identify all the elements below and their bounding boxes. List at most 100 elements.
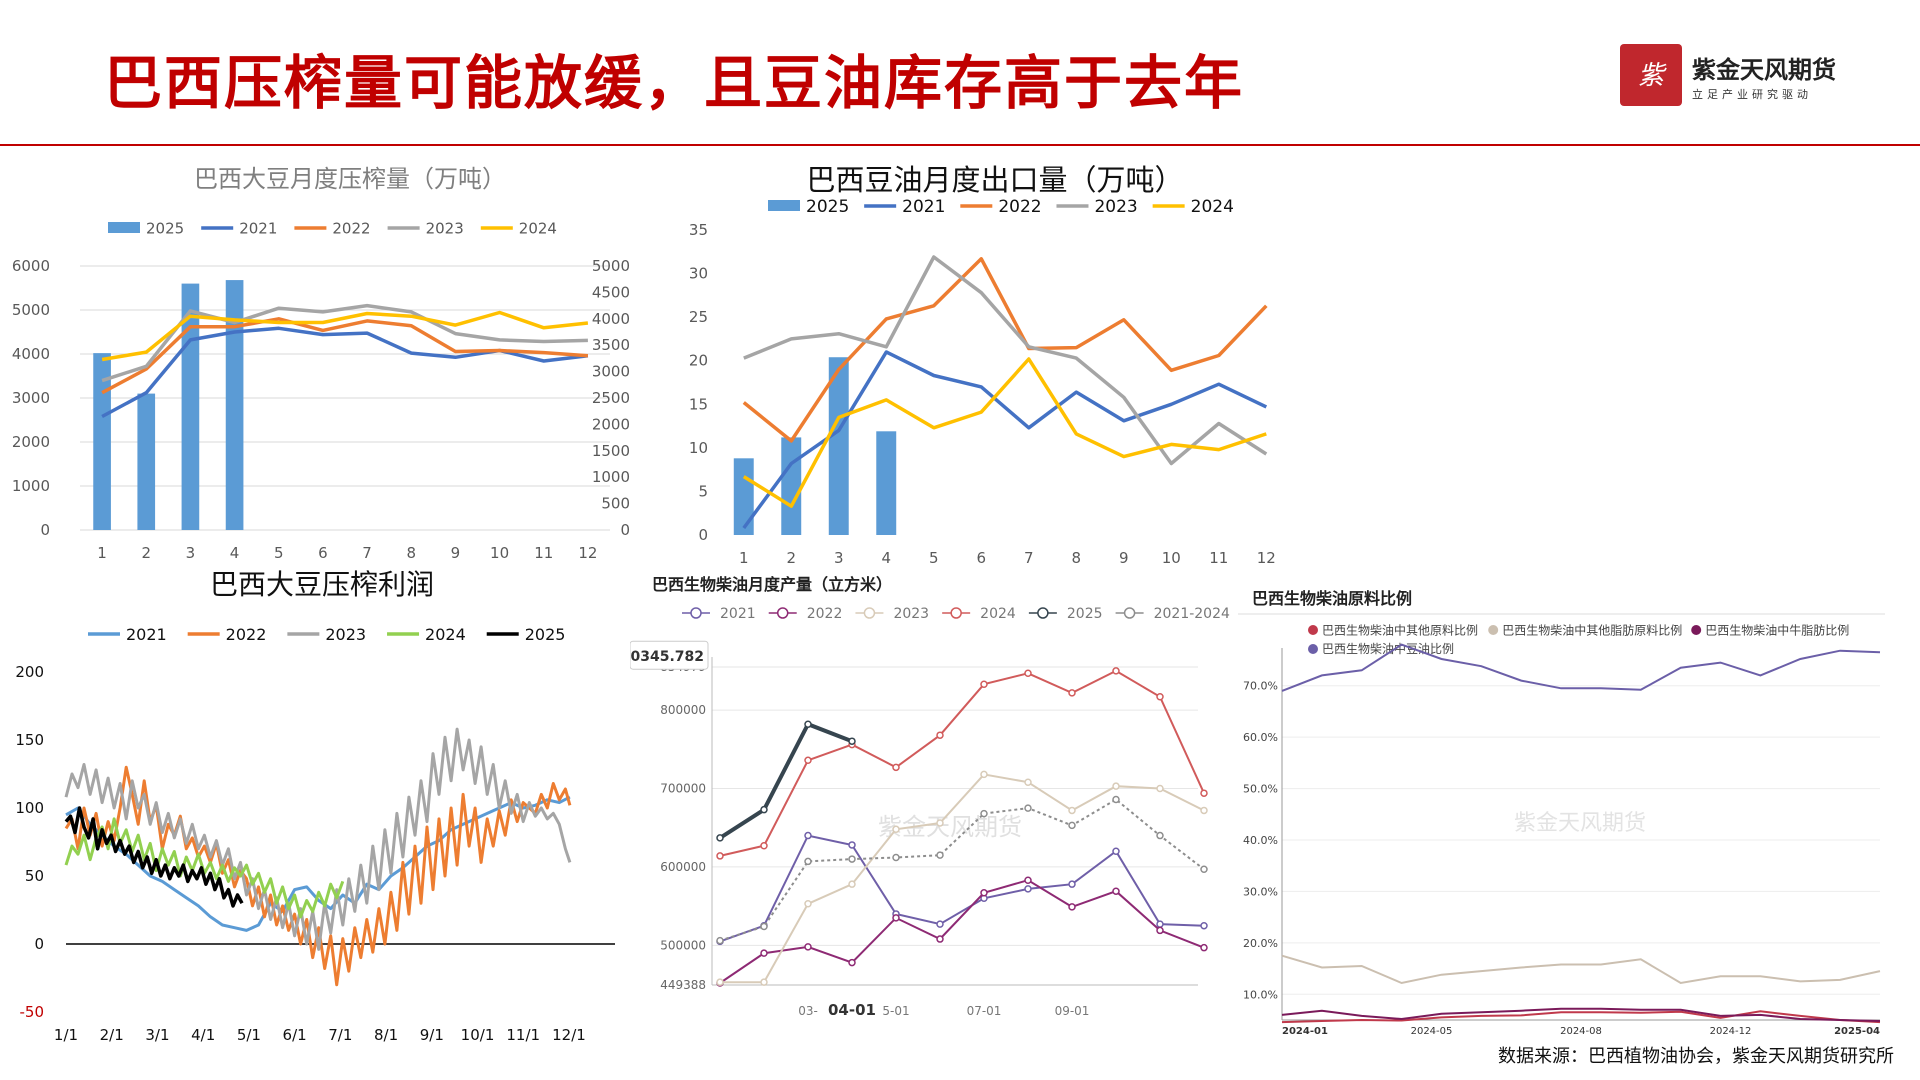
biodiesel-watermark: 紫金天风期货 [878, 813, 1022, 841]
biodiesel-point-2024-4 [892, 763, 900, 772]
biodiesel-point-2023-8 [1068, 806, 1076, 815]
crush-ytick-right-5: 2500 [592, 389, 630, 407]
biodiesel-series-2024 [719, 669, 1205, 857]
feedstock-xtick-2: 2024-05 [1411, 1026, 1453, 1037]
profit-xtick-9: 10/1 [461, 1026, 495, 1044]
feedstock-ytick-2: 30.0% [1243, 885, 1278, 898]
biodiesel-point-2021-9 [1112, 847, 1120, 855]
biodiesel-point-2022-4 [892, 914, 900, 922]
export-xtick-6: 7 [1024, 549, 1034, 567]
biodiesel-point-2022-5 [936, 935, 944, 943]
biodiesel-point-2021-2024均值-10 [1156, 831, 1164, 840]
profit-xtick-11: 12/1 [552, 1026, 586, 1044]
biodiesel-point-2024-8 [1068, 689, 1076, 697]
export-bar-2025-2 [781, 437, 802, 535]
biodiesel-point-2024-11 [1200, 789, 1208, 797]
biodiesel-point-2023-5 [936, 819, 944, 827]
biodiesel-point-2023-3 [848, 880, 856, 888]
biodiesel-point-2023-7 [1024, 778, 1032, 786]
biodiesel-point-2022-7 [1024, 876, 1032, 884]
biodiesel-point-2024-1 [760, 841, 768, 850]
crush-legend-label-3: 2023 [426, 219, 464, 237]
crush-ytick-right-8: 4000 [592, 310, 630, 328]
profit-series-2025 [64, 806, 244, 908]
export-legend-label-0: 2025 [806, 197, 849, 217]
biodiesel-tooltip-box [630, 640, 709, 670]
export-title: 巴西豆油月度出口量（万吨） [806, 163, 1183, 197]
biodiesel-xtick-2: 5-01 [882, 1004, 909, 1018]
biodiesel-legend-label-4: 2025 [1067, 606, 1103, 622]
biodiesel-point-2025-3 [848, 737, 856, 745]
profit-series-2024 [64, 817, 345, 919]
export-series-2024 [742, 357, 1267, 508]
crush-legend-label-0: 2025 [146, 219, 184, 237]
biodiesel-point-2023-9 [1112, 782, 1120, 790]
crush-ytick-left-4: 4000 [12, 345, 50, 363]
export-xtick-0: 1 [739, 549, 749, 567]
profit-chart: 巴西大豆压榨利润 2021 2022 2023 2024 2025 -50 0 50 100 150… [15, 568, 615, 1044]
crush-xtick-11: 12 [578, 544, 597, 562]
export-ytick-5: 25 [689, 308, 708, 326]
biodiesel-point-2023-4 [892, 825, 900, 834]
crush-chart-panel: 巴西大豆月度压榨量（万吨） 2025 2021 2022 2023 2024 0 1000 20… [0, 150, 640, 570]
profit-xtick-8: 9/1 [420, 1026, 444, 1044]
biodiesel-legend-label-0: 2021 [720, 606, 756, 622]
biodiesel-point-2021-2 [804, 831, 812, 840]
header-divider [0, 144, 1920, 146]
crush-ytick-right-4: 2000 [592, 415, 630, 433]
export-legend-label-2: 2022 [998, 197, 1041, 217]
feedstock-series-巴西生物柴油中其他脂肪原料比例 [1281, 954, 1881, 985]
biodiesel-point-2021-7 [1024, 885, 1032, 893]
profit-chart-panel: 巴西大豆压榨利润 2021 2022 2023 2024 2025 -50 0 50 100 150… [0, 562, 630, 1052]
export-xtick-7: 8 [1071, 549, 1081, 567]
biodiesel-point-2021-2024均值-5 [936, 851, 944, 859]
biodiesel-ytick-4: 800000 [660, 703, 706, 717]
biodiesel-series-2021-2024均值 [719, 798, 1205, 942]
logo-seal-icon: 紫 [1620, 44, 1682, 106]
profit-ytick-5: 200 [15, 663, 44, 681]
biodiesel-point-2024-5 [936, 731, 944, 739]
export-bar-2025-4 [876, 431, 897, 535]
export-legend-swatch-0 [768, 200, 800, 211]
biodiesel-point-2024-7 [1024, 669, 1032, 678]
biodiesel-point-2022-2 [804, 943, 812, 951]
biodiesel-chart-panel: 巴西生物柴油月度产量（立方米） 2021 2022 2023 2024 2025 2021-… [630, 565, 1230, 1055]
biodiesel-point-2025-2 [804, 720, 812, 728]
profit-series-2023 [64, 727, 572, 951]
export-xtick-11: 12 [1257, 549, 1276, 567]
biodiesel-legend-label-3: 2024 [980, 606, 1016, 622]
crush-ytick-right-1: 500 [601, 495, 630, 513]
profit-ytick-1: 0 [34, 935, 44, 953]
biodiesel-point-2022-3 [848, 958, 856, 967]
feedstock-ytick-0: 10.0% [1243, 988, 1278, 1001]
profit-xtick-7: 8/1 [374, 1026, 398, 1044]
export-series-2022 [742, 257, 1268, 443]
profit-ytick-2: 50 [25, 867, 44, 885]
crush-xtick-6: 7 [362, 544, 372, 562]
biodiesel-point-2023-11 [1200, 806, 1208, 815]
profit-ytick-3: 100 [15, 799, 44, 817]
biodiesel-point-2025-0 [716, 834, 724, 842]
biodiesel-point-2023-1 [760, 978, 768, 986]
biodiesel-xtick-0: 03- [798, 1004, 818, 1018]
source-note: 数据来源：巴西植物油协会，紫金天风期货研究所 [1498, 1046, 1894, 1067]
crush-ytick-right-3: 1500 [592, 442, 630, 460]
export-series-2023 [743, 255, 1268, 466]
biodiesel-point-2022-8 [1068, 903, 1076, 911]
feedstock-xtick-0: 2024-01 [1282, 1026, 1328, 1037]
biodiesel-point-2021-5 [936, 920, 944, 928]
export-legend-label-1: 2021 [902, 197, 945, 217]
feedstock-legend-label-2: 巴西生物柴油中牛脂肪比例 [1705, 622, 1849, 637]
crush-xtick-5: 6 [318, 544, 328, 562]
biodiesel-legend-swatch-2-dot [863, 607, 876, 619]
biodiesel-point-2021-3 [848, 841, 856, 849]
biodiesel-point-2021-11 [1200, 921, 1208, 930]
profit-xtick-10: 11/1 [506, 1026, 540, 1044]
crush-ytick-left-1: 1000 [12, 477, 50, 495]
crush-xtick-7: 8 [406, 544, 416, 562]
crush-series-2024 [101, 310, 589, 362]
biodiesel-point-2021-2024均值-0 [716, 936, 724, 945]
company-logo: 紫 紫金天风期货 立足产业研究驱动 [1620, 44, 1865, 110]
export-xtick-1: 2 [786, 549, 796, 567]
